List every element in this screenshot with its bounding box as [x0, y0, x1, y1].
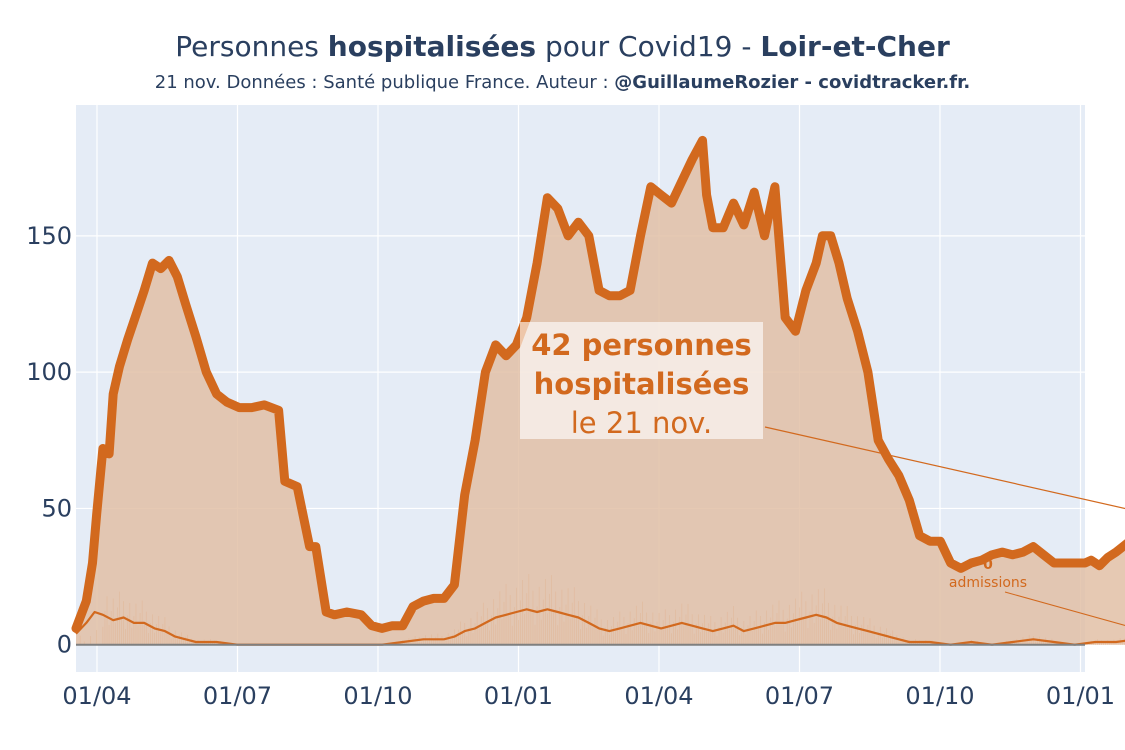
y-tick-label: 0	[57, 631, 72, 659]
y-axis-ticks: 0 50 100 150	[26, 222, 72, 659]
x-tick-label: 01/10	[343, 682, 412, 710]
title-bold-2: Loir-et-Cher	[760, 30, 950, 63]
x-tick-label: 01/01	[1046, 682, 1115, 710]
x-tick-label: 01/07	[203, 682, 272, 710]
x-tick-label: 01/01	[484, 682, 553, 710]
x-tick-label: 01/07	[765, 682, 834, 710]
admissions-label: admissions	[949, 575, 1027, 591]
x-tick-label: 01/04	[62, 682, 131, 710]
admissions-value: 0	[983, 557, 993, 573]
title-bold-1: hospitalisées	[327, 30, 537, 63]
y-tick-label: 100	[26, 358, 72, 386]
subtitle-bold: @GuillaumeRozier - covidtracker.fr.	[614, 72, 971, 93]
title-middle: pour Covid19 -	[536, 30, 761, 63]
x-axis-ticks: 01/04 01/07 01/10 01/01 01/04 01/07 01/10 01/01	[62, 682, 1115, 710]
subtitle-text: 21 nov. Données : Santé publique France.…	[154, 72, 615, 93]
title-prefix: Personnes	[175, 30, 328, 63]
annotation-box	[520, 322, 763, 439]
x-tick-label: 01/04	[624, 682, 693, 710]
chart-title: Personnes hospitalisées pour Covid19 - L…	[0, 30, 1125, 63]
hospitalized-line	[71, 135, 1125, 633]
admissions-arrow	[1004, 591, 1125, 626]
annotation-arrow	[764, 426, 1125, 510]
x-tick-label: 01/10	[905, 682, 974, 710]
chart-subtitle: 21 nov. Données : Santé publique France.…	[0, 72, 1125, 93]
annotation-line-1: 42 personnes	[531, 328, 752, 362]
y-tick-label: 50	[41, 494, 72, 522]
annotation-line-2: hospitalisées	[534, 367, 750, 401]
y-tick-label: 150	[26, 222, 72, 250]
annotation-line-3: le 21 nov.	[571, 406, 713, 440]
